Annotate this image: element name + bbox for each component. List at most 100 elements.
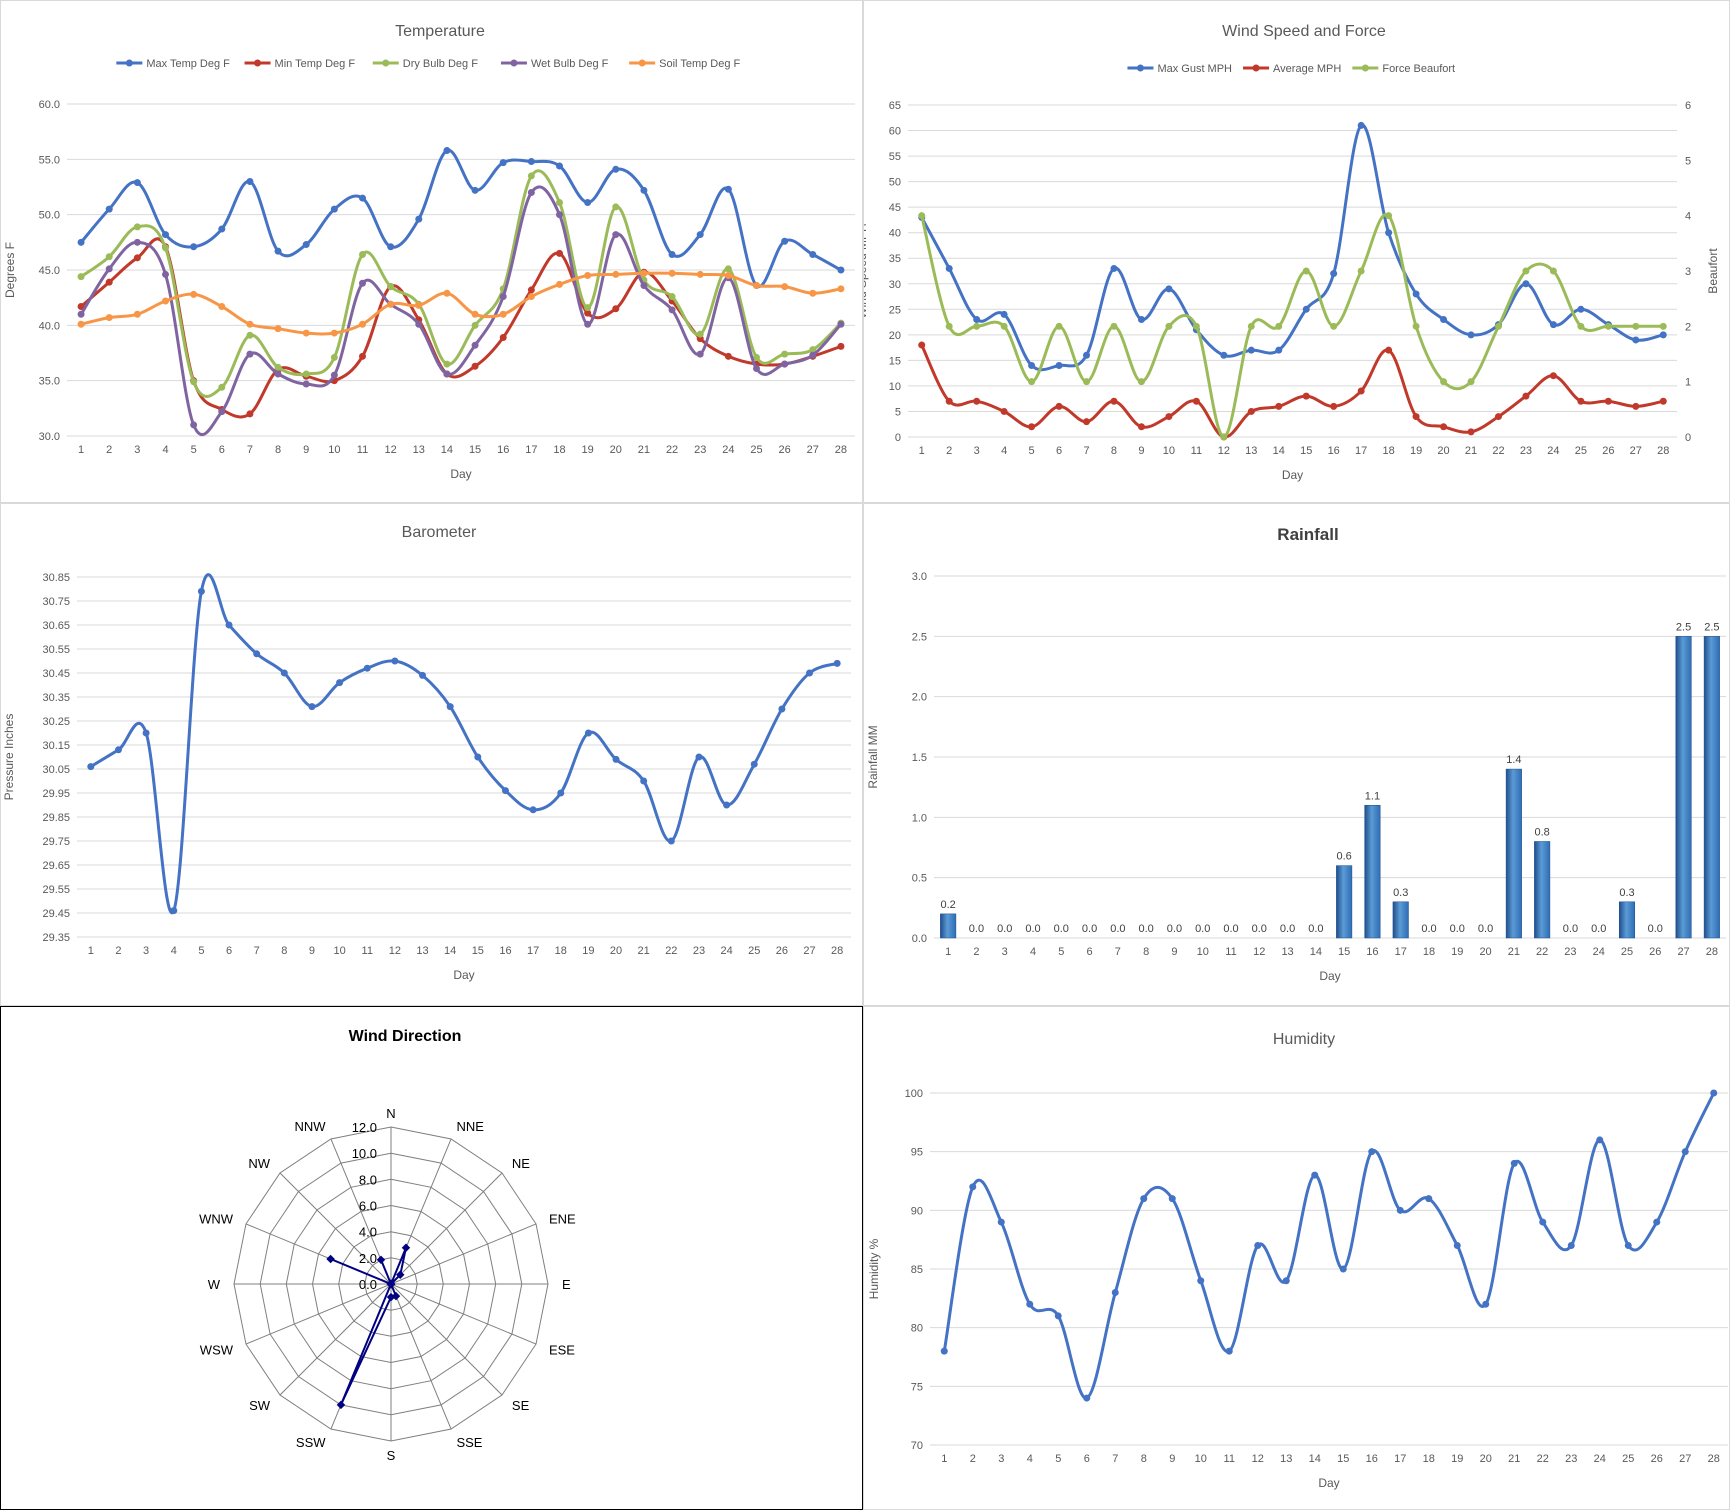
data-point — [105, 265, 113, 273]
data-point — [1604, 397, 1612, 405]
bar-data-label: 1.1 — [1365, 790, 1380, 802]
y-tick-label: 30.45 — [42, 668, 70, 680]
data-point — [308, 703, 316, 711]
data-point — [415, 301, 423, 309]
data-point — [1028, 361, 1036, 369]
radar-direction-label: W — [208, 1277, 221, 1292]
data-point — [527, 189, 535, 197]
x-tick-label: 25 — [750, 444, 762, 456]
x-tick-label: 7 — [1115, 946, 1121, 958]
data-point — [1000, 322, 1008, 330]
data-point — [1632, 322, 1640, 330]
data-point — [1110, 322, 1118, 330]
y-tick-label: 5 — [895, 406, 901, 418]
data-point — [1165, 285, 1173, 293]
x-tick-label: 13 — [1280, 1453, 1292, 1465]
y-tick-label: 60.0 — [39, 99, 60, 111]
data-point — [162, 270, 169, 278]
data-point — [443, 146, 451, 154]
x-tick-label: 12 — [1252, 1453, 1264, 1465]
y2-tick-label: 5 — [1685, 155, 1691, 167]
rain-bar — [1534, 841, 1551, 939]
data-point — [723, 801, 731, 809]
x-tick-label: 16 — [1366, 1453, 1378, 1465]
data-point — [1028, 423, 1036, 431]
x-tick-label: 28 — [831, 945, 843, 957]
bar-data-label: 0.0 — [1421, 923, 1436, 935]
data-point — [1110, 264, 1118, 272]
data-point — [837, 266, 845, 274]
x-tick-label: 21 — [1508, 946, 1520, 958]
data-point — [1165, 413, 1173, 421]
legend-swatch-marker — [125, 59, 133, 67]
data-point — [133, 179, 141, 187]
data-point — [133, 238, 141, 246]
rain-bar — [1703, 636, 1720, 939]
y2-tick-label: 6 — [1685, 100, 1691, 112]
y-axis-title: Rainfall MM — [866, 725, 880, 788]
x-tick-label: 19 — [582, 444, 594, 456]
data-point — [1596, 1136, 1604, 1144]
y-tick-label: 45 — [889, 202, 901, 214]
data-point — [105, 278, 113, 286]
data-point — [1083, 418, 1091, 426]
chart-title: Humidity — [1273, 1031, 1335, 1048]
x-tick-label: 19 — [1451, 1453, 1463, 1465]
legend-label: Average MPH — [1273, 63, 1341, 75]
x-tick-label: 3 — [143, 945, 149, 957]
legend-swatch-marker — [1252, 64, 1260, 72]
data-point — [1083, 1394, 1091, 1402]
y2-tick-label: 0 — [1685, 432, 1691, 444]
x-tick-label: 17 — [527, 945, 539, 957]
data-point — [1282, 1277, 1290, 1285]
data-point — [640, 281, 648, 289]
data-point — [1412, 322, 1420, 330]
legend-label: Dry Bulb Deg F — [403, 58, 478, 70]
data-point — [781, 237, 789, 245]
x-tick-label: 27 — [1677, 946, 1689, 958]
x-tick-label: 9 — [1169, 1453, 1175, 1465]
x-tick-label: 26 — [1651, 1453, 1663, 1465]
data-point — [499, 293, 507, 301]
x-tick-label: 18 — [1383, 445, 1395, 457]
x-tick-label: 20 — [1480, 1453, 1492, 1465]
data-point — [1522, 267, 1530, 275]
data-point — [556, 198, 563, 206]
x-tick-label: 20 — [610, 444, 622, 456]
data-point — [1510, 1159, 1518, 1167]
radar-direction-label: NW — [248, 1156, 270, 1171]
data-point — [1467, 378, 1475, 386]
data-point — [197, 587, 205, 595]
data-point — [1494, 413, 1502, 421]
series-line — [920, 344, 1664, 439]
y-tick-label: 29.65 — [42, 860, 70, 872]
data-point — [1000, 407, 1008, 415]
data-point — [612, 305, 620, 313]
x-tick-label: 10 — [333, 945, 345, 957]
x-tick-label: 4 — [1001, 445, 1007, 457]
series-line — [80, 271, 842, 336]
x-tick-label: 27 — [803, 945, 815, 957]
x-tick-label: 22 — [1537, 1453, 1549, 1465]
data-point — [105, 314, 113, 322]
data-point — [471, 310, 479, 318]
chart-title: Temperature — [395, 23, 485, 40]
rain-bar — [1336, 865, 1353, 939]
y-axis-title: Pressure Inches — [2, 714, 16, 801]
radar-direction-label: S — [387, 1448, 396, 1463]
data-point — [1028, 378, 1036, 386]
data-point — [668, 306, 676, 314]
data-point — [302, 370, 310, 378]
x-tick-label: 13 — [1281, 946, 1293, 958]
x-tick-label: 8 — [1111, 445, 1117, 457]
data-point — [1055, 361, 1063, 369]
x-tick-label: 6 — [226, 945, 232, 957]
x-tick-label: 14 — [1273, 445, 1285, 457]
radar-data-point — [395, 1270, 405, 1279]
data-point — [1577, 322, 1585, 330]
x-tick-label: 26 — [776, 945, 788, 957]
x-tick-label: 13 — [1245, 445, 1257, 457]
x-tick-label: 4 — [1027, 1453, 1033, 1465]
x-tick-label: 21 — [638, 945, 650, 957]
